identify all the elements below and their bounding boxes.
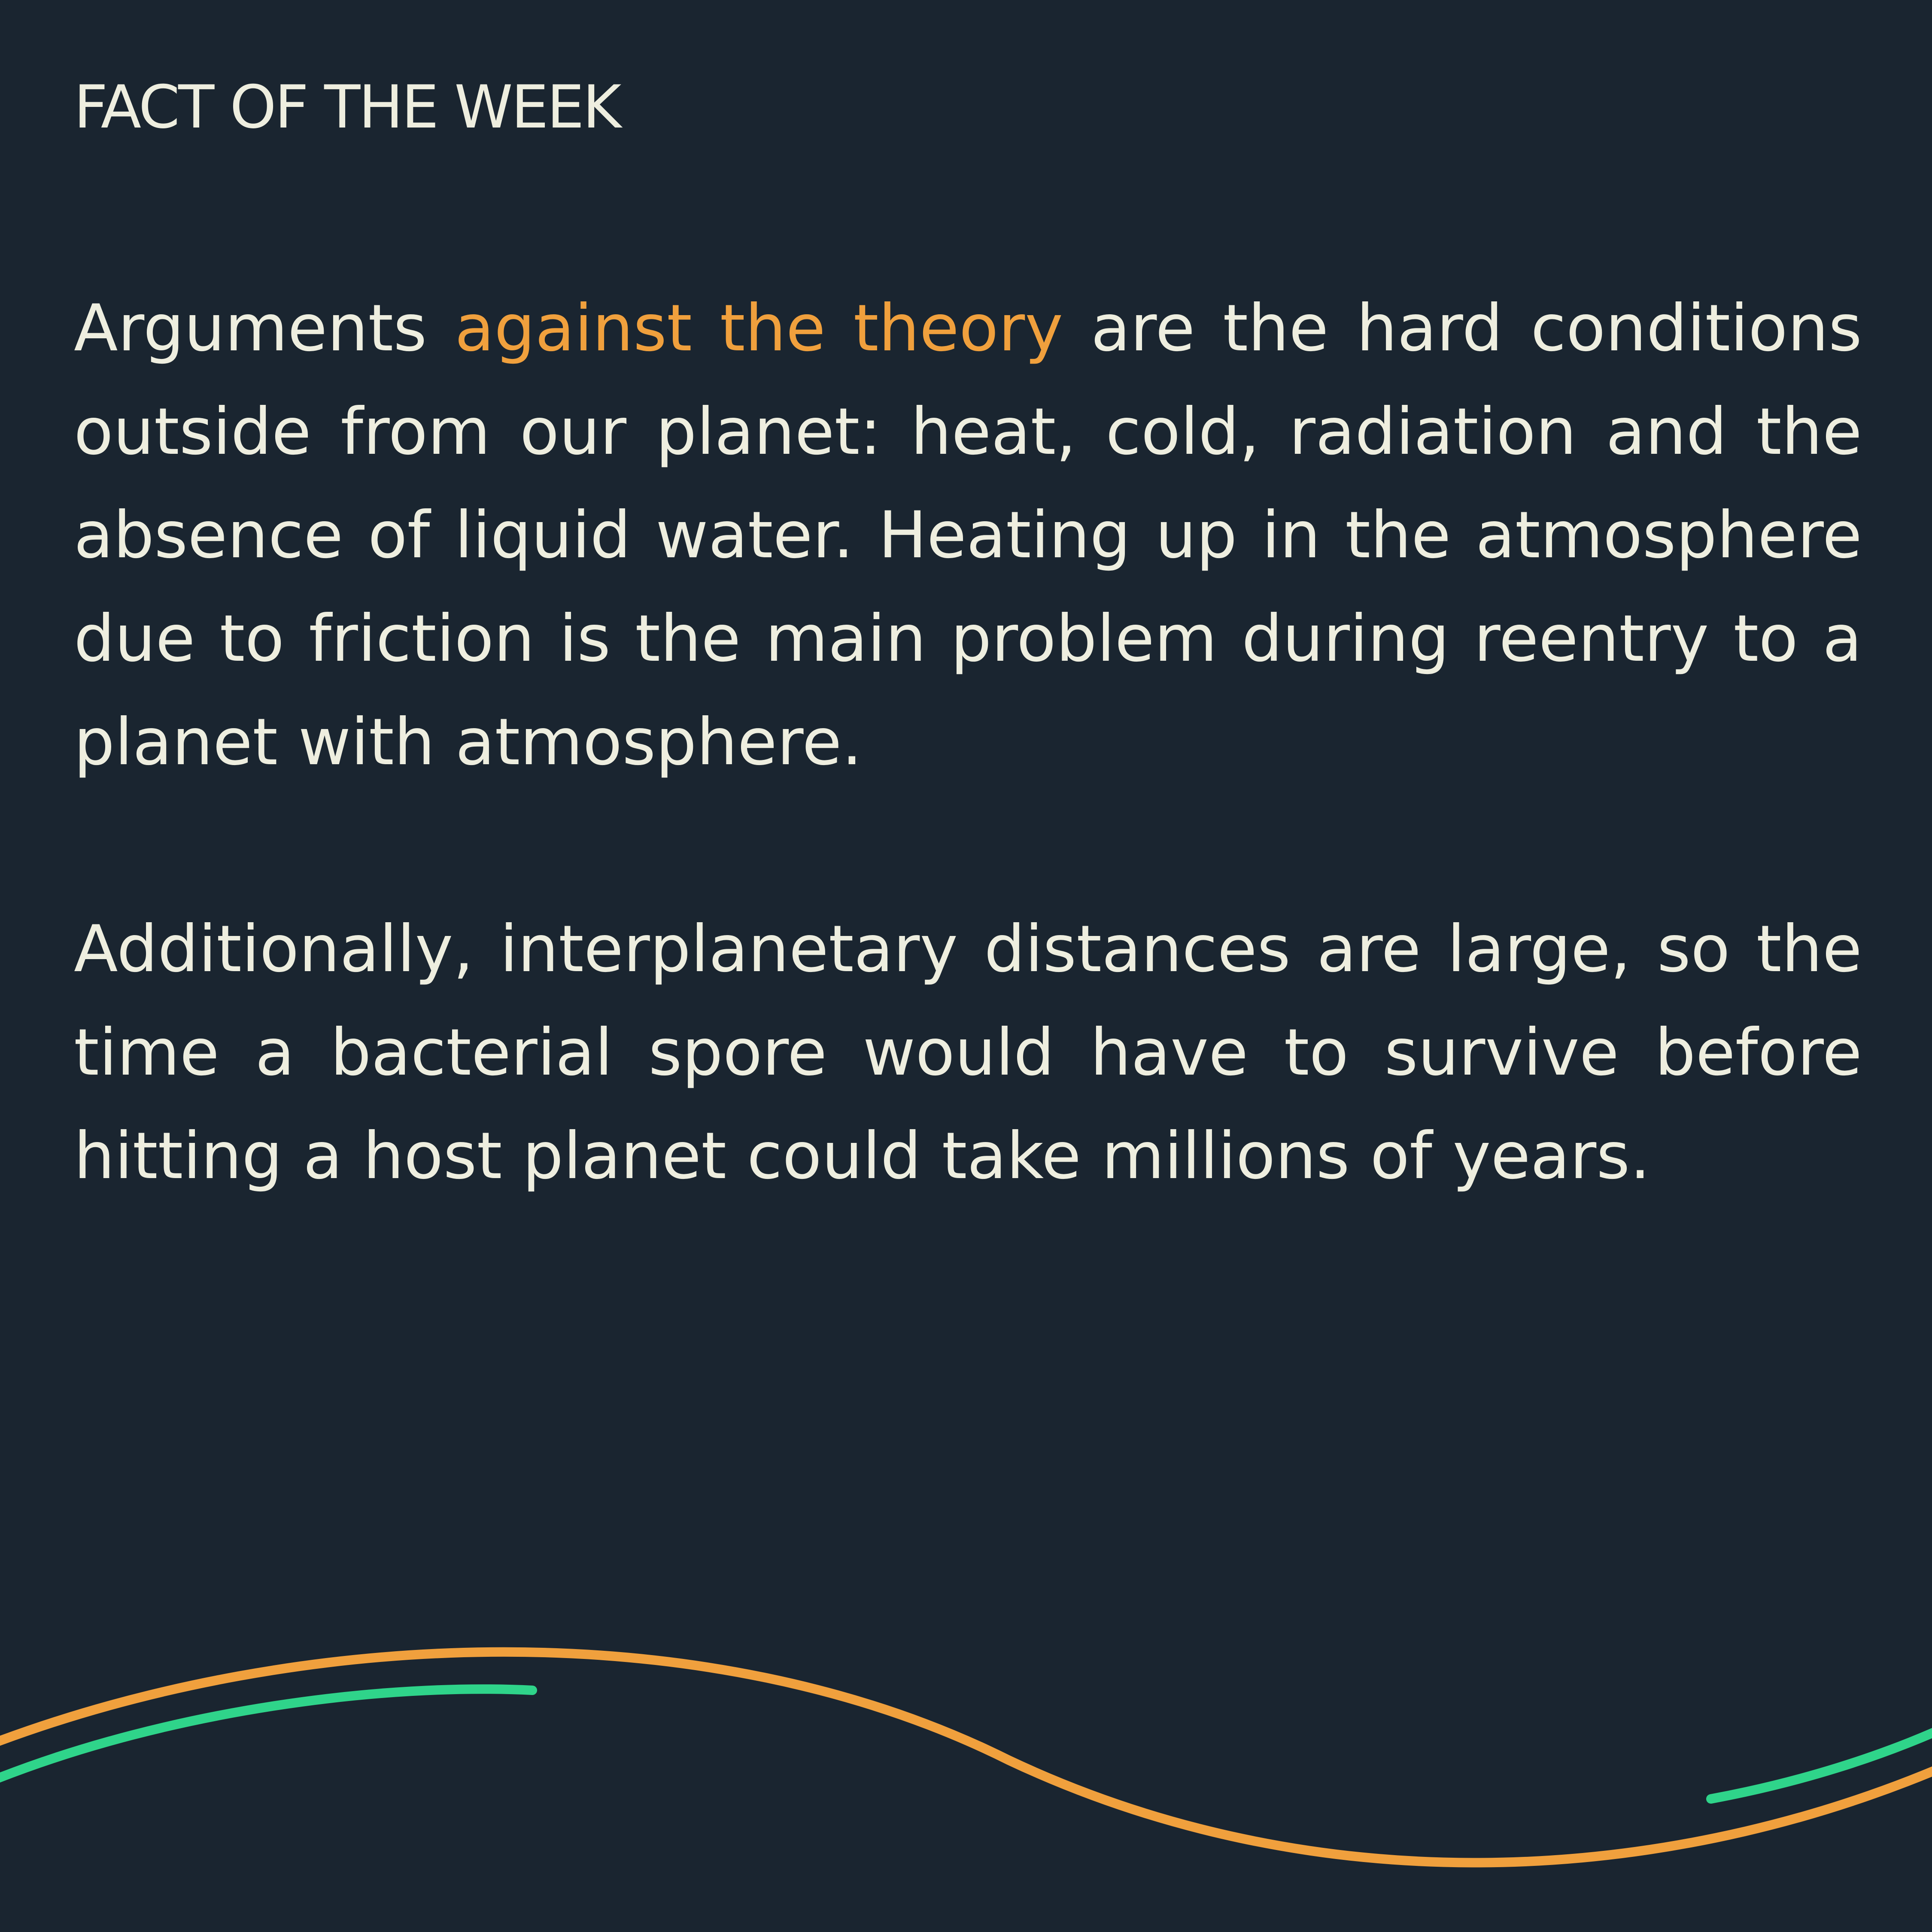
fact-text: Arguments against the theory are the har… [74, 277, 1862, 1312]
paragraph-2: Additionally, interplanetary distances a… [74, 912, 1862, 1194]
paragraph-1-rest: are the hard conditions outside from our… [74, 291, 1862, 780]
paragraph-1: Arguments against the theory are the har… [74, 277, 1862, 794]
heading: FACT OF THE WEEK [74, 73, 622, 142]
orange-wave [0, 1647, 1932, 1868]
green-wave-right [1706, 1728, 1932, 1804]
highlighted-phrase: against the theory [455, 291, 1063, 366]
green-wave-left [0, 1684, 537, 1783]
paragraph-1-lead: Arguments [74, 291, 455, 366]
